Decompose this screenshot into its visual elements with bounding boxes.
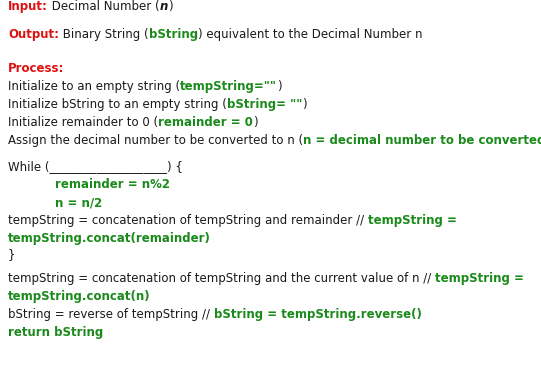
Text: tempString =: tempString =: [435, 272, 524, 285]
Text: ): ): [253, 116, 258, 129]
Text: ): ): [277, 80, 282, 93]
Text: ) equivalent to the Decimal Number n: ) equivalent to the Decimal Number n: [198, 28, 422, 41]
Text: Input:: Input:: [8, 0, 48, 13]
Text: Decimal Number (: Decimal Number (: [48, 0, 160, 13]
Text: }: }: [8, 248, 16, 261]
Text: Output:: Output:: [8, 28, 59, 41]
Text: bString= "": bString= "": [227, 98, 302, 111]
Text: bString = reverse of tempString //: bString = reverse of tempString //: [8, 308, 214, 321]
Text: tempString = concatenation of tempString and remainder //: tempString = concatenation of tempString…: [8, 214, 368, 227]
Text: remainder = n%2: remainder = n%2: [55, 178, 170, 191]
Text: ): ): [302, 98, 307, 111]
Text: tempString="": tempString="": [180, 80, 277, 93]
Text: Binary String (: Binary String (: [59, 28, 149, 41]
Text: bString: bString: [149, 28, 198, 41]
Text: n = decimal number to be converted: n = decimal number to be converted: [303, 134, 541, 147]
Text: Initialize to an empty string (: Initialize to an empty string (: [8, 80, 180, 93]
Text: Assign the decimal number to be converted to n (: Assign the decimal number to be converte…: [8, 134, 303, 147]
Text: While (____________________) {: While (____________________) {: [8, 160, 183, 173]
Text: tempString.concat(remainder): tempString.concat(remainder): [8, 232, 211, 245]
Text: Process:: Process:: [8, 62, 64, 75]
Text: bString = tempString.reverse(): bString = tempString.reverse(): [214, 308, 421, 321]
Text: tempString = concatenation of tempString and the current value of n //: tempString = concatenation of tempString…: [8, 272, 435, 285]
Text: Initialize remainder to 0 (: Initialize remainder to 0 (: [8, 116, 158, 129]
Text: n = n/2: n = n/2: [55, 196, 102, 209]
Text: remainder = 0: remainder = 0: [158, 116, 253, 129]
Text: ): ): [168, 0, 173, 13]
Text: return bString: return bString: [8, 326, 103, 339]
Text: tempString =: tempString =: [368, 214, 457, 227]
Text: n: n: [160, 0, 168, 13]
Text: Initialize bString to an empty string (: Initialize bString to an empty string (: [8, 98, 227, 111]
Text: tempString.concat(n): tempString.concat(n): [8, 290, 150, 303]
